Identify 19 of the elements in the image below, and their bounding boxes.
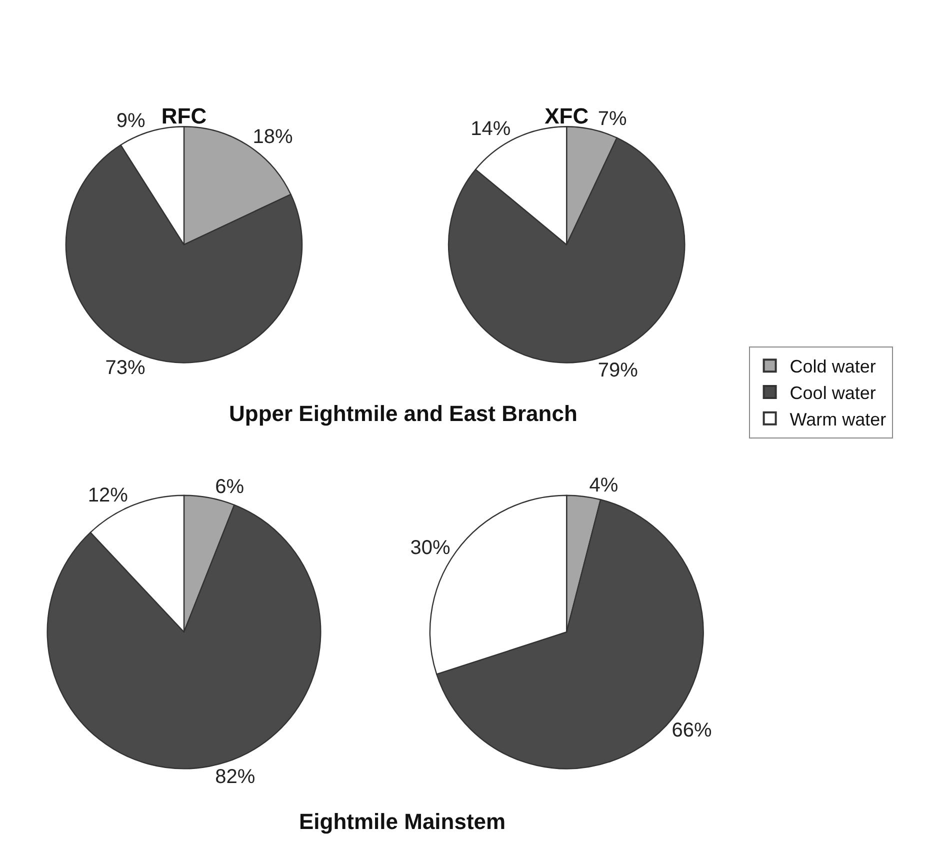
legend-label: Warm water xyxy=(790,409,886,430)
text: Upper Eightmile and East Branch xyxy=(229,401,578,426)
data-label: 9% xyxy=(116,110,146,132)
chart-title: XFC xyxy=(544,104,589,129)
legend-label: Cool water xyxy=(790,383,876,404)
data-label: 7% xyxy=(598,108,627,130)
text: Eightmile Mainstem xyxy=(299,809,506,834)
data-label: 79% xyxy=(598,359,638,382)
data-label: 4% xyxy=(589,474,618,497)
data-label: 14% xyxy=(470,118,511,140)
data-label: 82% xyxy=(215,766,256,788)
data-label: 30% xyxy=(410,536,451,559)
data-label: 6% xyxy=(215,476,244,498)
data-label: 73% xyxy=(105,357,146,380)
data-label: 12% xyxy=(88,484,128,506)
chart-title: RFC xyxy=(161,104,207,129)
data-label: 66% xyxy=(672,720,712,742)
legend-label: Cold water xyxy=(790,356,876,377)
data-label: 18% xyxy=(252,126,293,148)
